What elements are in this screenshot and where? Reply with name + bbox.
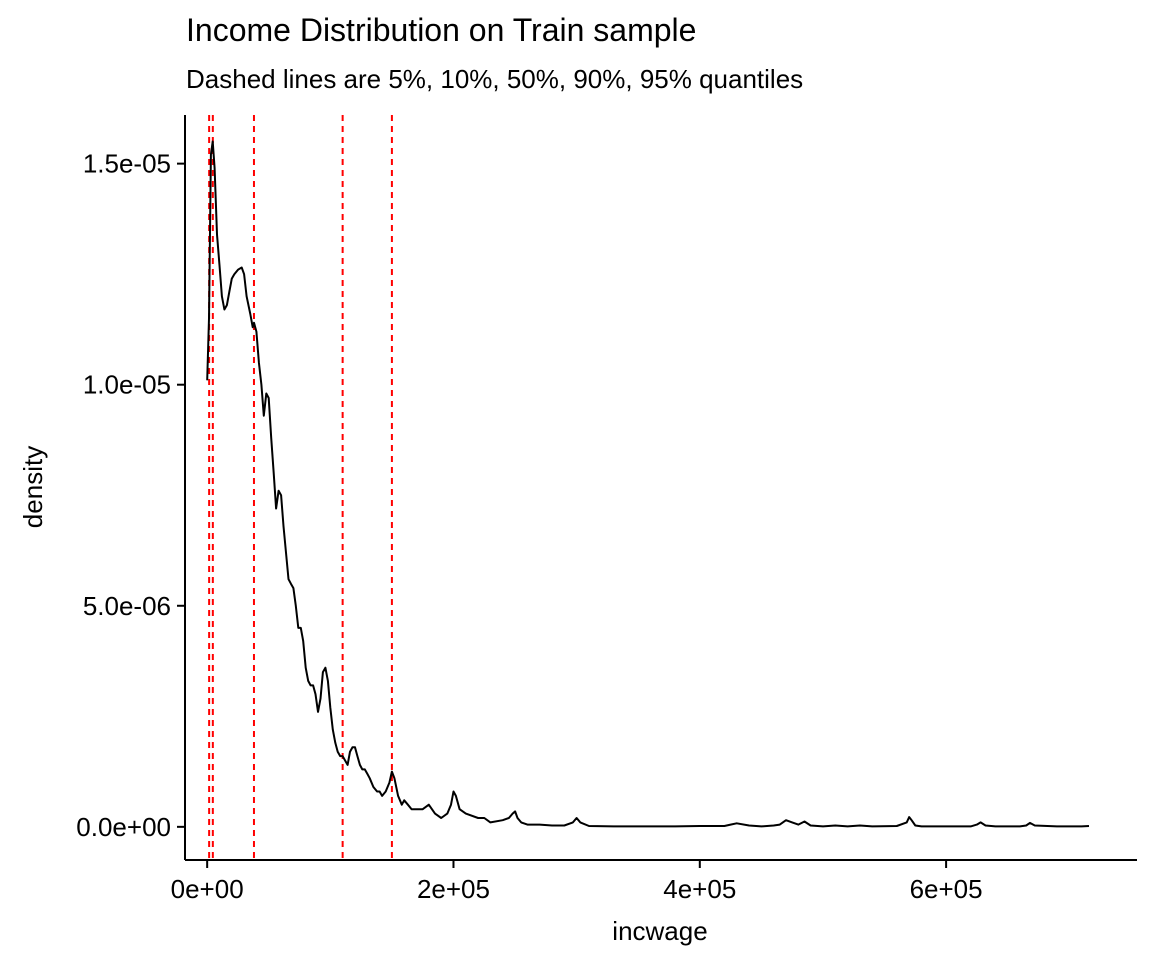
y-tick-label: 0.0e+00 xyxy=(76,812,171,842)
y-axis-title: density xyxy=(18,446,48,528)
x-tick-label: 0e+00 xyxy=(171,874,244,904)
chart-subtitle: Dashed lines are 5%, 10%, 50%, 90%, 95% … xyxy=(186,64,804,94)
y-tick-label: 1.0e-05 xyxy=(83,370,171,400)
y-tick-label: 5.0e-06 xyxy=(83,591,171,621)
x-tick-label: 2e+05 xyxy=(417,874,490,904)
x-axis-title: incwage xyxy=(612,916,707,946)
x-axis-ticks: 0e+00 2e+05 4e+05 6e+05 xyxy=(171,860,983,904)
quantile-lines xyxy=(208,115,393,860)
chart-title: Income Distribution on Train sample xyxy=(186,12,697,48)
x-tick-label: 4e+05 xyxy=(663,874,736,904)
x-tick-label: 6e+05 xyxy=(910,874,983,904)
y-tick-label: 1.5e-05 xyxy=(83,149,171,179)
y-axis-ticks: 0.0e+00 5.0e-06 1.0e-05 1.5e-05 xyxy=(76,149,185,842)
density-curve xyxy=(206,140,1090,828)
